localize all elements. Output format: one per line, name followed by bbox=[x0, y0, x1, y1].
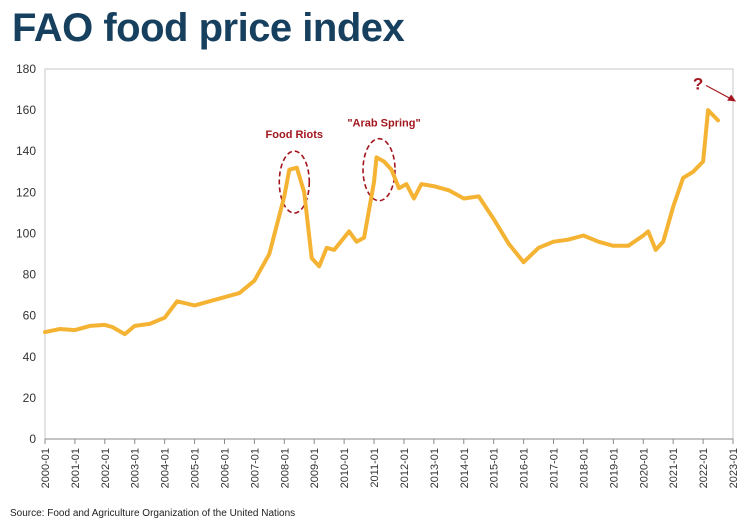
x-tick-label: 2000-01 bbox=[40, 448, 52, 488]
x-tick-label: 2003-01 bbox=[130, 448, 142, 488]
x-tick-label: 2002-01 bbox=[100, 448, 112, 488]
x-tick-label: 2011-01 bbox=[369, 448, 381, 488]
x-tick-label: 2015-01 bbox=[489, 448, 501, 488]
x-tick-label: 2021-01 bbox=[668, 448, 680, 488]
chart-title: FAO food price index bbox=[12, 6, 405, 50]
y-tick-label: 120 bbox=[16, 185, 36, 199]
x-tick-label: 2014-01 bbox=[459, 448, 471, 488]
y-tick-label: 180 bbox=[16, 62, 36, 76]
x-tick-label: 2013-01 bbox=[429, 448, 441, 488]
annotations: Food Riots "Arab Spring"? bbox=[266, 75, 737, 214]
axes: 0 20 40 60 80 100 120 140 160 180 2000-01 2001-01 20… bbox=[16, 62, 740, 488]
x-tick-label: 2006-01 bbox=[219, 448, 231, 488]
x-tick-label: 2004-01 bbox=[160, 448, 172, 488]
x-tick-label: 2018-01 bbox=[578, 448, 590, 488]
arab-spring-ellipse bbox=[362, 137, 396, 202]
y-tick-label: 160 bbox=[16, 103, 36, 117]
question-arrow-head bbox=[727, 94, 737, 102]
x-tick-label: 2023-01 bbox=[728, 448, 740, 488]
x-tick-label: 2007-01 bbox=[249, 448, 261, 488]
food-riots-label: Food Riots bbox=[266, 129, 323, 141]
x-tick-label: 2005-01 bbox=[190, 448, 202, 488]
x-tick-label: 2017-01 bbox=[549, 448, 561, 488]
arab-spring-label: "Arab Spring" bbox=[347, 118, 420, 130]
y-tick-label: 60 bbox=[23, 309, 37, 323]
series-line bbox=[43, 108, 720, 337]
x-tick-label: 2016-01 bbox=[519, 448, 531, 488]
food-riots-ellipse bbox=[278, 150, 311, 214]
x-tick-label: 2022-01 bbox=[698, 448, 710, 488]
x-tick-label: 2010-01 bbox=[339, 448, 351, 488]
y-tick-label: 140 bbox=[16, 144, 36, 158]
x-tick-label: 2019-01 bbox=[608, 448, 620, 488]
x-tick-label: 2008-01 bbox=[279, 448, 291, 488]
x-tick-label: 2012-01 bbox=[399, 448, 411, 488]
y-tick-label: 80 bbox=[23, 268, 37, 282]
x-tick-label: 2009-01 bbox=[309, 448, 321, 488]
y-tick-label: 40 bbox=[23, 350, 37, 364]
x-tick-label: 2020-01 bbox=[638, 448, 650, 488]
question-arrow-line bbox=[705, 84, 733, 101]
y-tick-label: 20 bbox=[23, 391, 37, 405]
series-group bbox=[43, 108, 720, 337]
question-mark-label: ? bbox=[693, 75, 703, 94]
source-note: Source: Food and Agriculture Organizatio… bbox=[10, 508, 296, 519]
x-tick-label: 2001-01 bbox=[70, 448, 82, 488]
y-tick-label: 100 bbox=[16, 226, 36, 240]
y-tick-label: 0 bbox=[29, 432, 36, 446]
